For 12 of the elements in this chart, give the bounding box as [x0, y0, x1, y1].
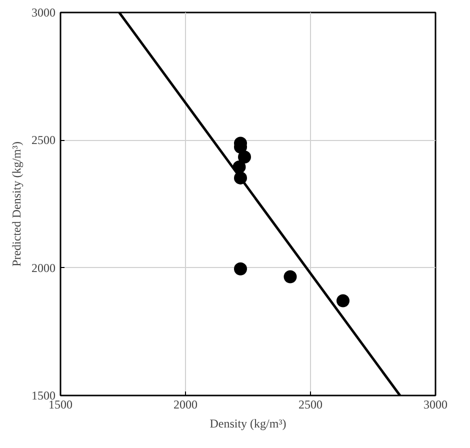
x-axis-title: Density (kg/m³) — [210, 416, 286, 430]
x-tick-label: 2500 — [298, 398, 322, 412]
point — [336, 294, 350, 308]
point — [238, 150, 251, 164]
y-axis-title: Predicted Density (kg/m³) — [10, 142, 24, 266]
point — [234, 262, 247, 276]
y-tick-label: 3000 — [32, 6, 56, 20]
y-tick-label: 2500 — [32, 133, 56, 148]
x-tick-label: 3000 — [424, 398, 448, 412]
point — [284, 270, 297, 284]
y-tick-label: 2000 — [32, 260, 56, 275]
x-tick-label: 2000 — [174, 398, 198, 412]
